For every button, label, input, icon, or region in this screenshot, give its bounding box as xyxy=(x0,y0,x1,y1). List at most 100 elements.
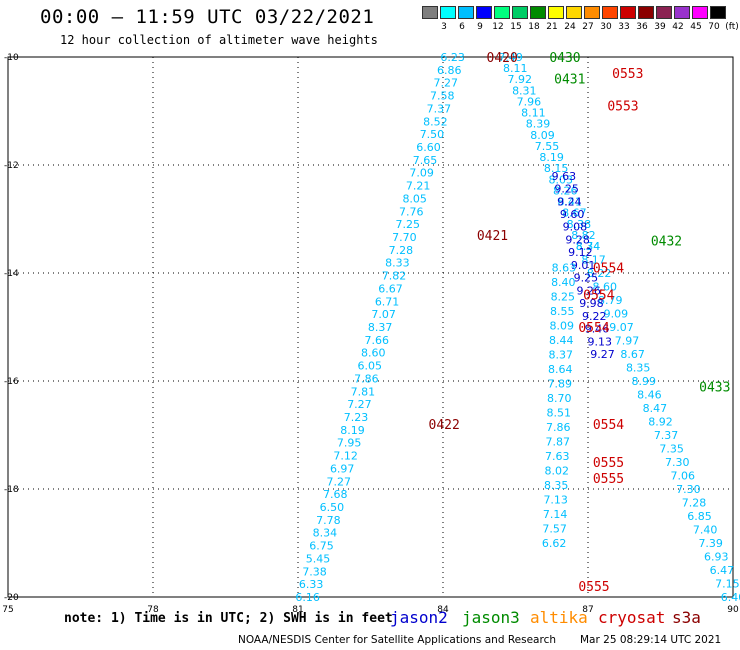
units-note: note: 1) Time is in UTC; 2) SWH is in fe… xyxy=(64,611,393,626)
pass-time-label: 0554 xyxy=(593,262,624,277)
x-tick-label: 78 xyxy=(147,605,159,615)
color-swatch xyxy=(548,6,564,19)
wave-height-value: 8.63 xyxy=(552,262,577,275)
pass-time-label: 0554 xyxy=(593,418,624,433)
color-swatch xyxy=(638,6,654,19)
wave-height-value: 8.19 xyxy=(539,151,564,164)
wave-height-value: 6.93 xyxy=(704,551,729,564)
wave-height-value: 7.63 xyxy=(545,450,570,463)
wave-height-value: 5.45 xyxy=(306,552,331,565)
wave-height-value: 7.97 xyxy=(615,335,640,348)
x-tick-label: 81 xyxy=(292,605,303,615)
color-swatch xyxy=(674,6,690,19)
color-scale-label: 70 xyxy=(708,22,720,32)
wave-height-value: 8.26 xyxy=(553,184,578,197)
wave-height-value: 7.14 xyxy=(543,508,568,521)
y-tick-label: -12 xyxy=(4,161,19,171)
wave-height-value: 6.85 xyxy=(687,510,712,523)
color-scale-label: 21 xyxy=(546,22,558,32)
wave-height-value: 8.79 xyxy=(598,294,623,307)
wave-height-value: 7.37 xyxy=(654,429,679,442)
wave-height-value: 9.09 xyxy=(604,308,629,321)
wave-height-value: 7.96 xyxy=(517,95,542,108)
color-swatch xyxy=(530,6,546,19)
wave-height-value: 8.17 xyxy=(581,254,606,267)
wave-height-value: 8.99 xyxy=(632,375,657,388)
color-scale-label: 3 xyxy=(441,22,447,32)
y-tick-label: -10 xyxy=(4,53,19,63)
color-swatch xyxy=(566,6,582,19)
x-tick-label: 84 xyxy=(437,605,449,615)
page-subtitle: 12 hour collection of altimeter wave hei… xyxy=(60,33,378,47)
wave-height-value: 6.67 xyxy=(378,282,403,295)
color-scale-label: 36 xyxy=(636,22,648,32)
wave-height-value: 7.92 xyxy=(508,73,533,86)
wave-height-value: 9.08 xyxy=(563,221,588,234)
wave-height-value: 9.63 xyxy=(552,170,577,183)
pass-time-label: 0554 xyxy=(583,289,614,304)
x-tick-label: 87 xyxy=(582,605,593,615)
wave-height-value: 8.60 xyxy=(592,281,617,294)
wave-height-value: 7.39 xyxy=(698,537,723,550)
wave-height-value: 8.51 xyxy=(546,407,571,420)
wave-height-value: 7.70 xyxy=(392,231,417,244)
wave-height-value: 7.95 xyxy=(337,437,362,450)
wave-height-value: 8.64 xyxy=(548,363,573,376)
wave-height-value: 9.98 xyxy=(579,297,604,310)
y-tick-label: -18 xyxy=(4,485,19,495)
color-scale-label: (ft) xyxy=(725,22,739,32)
wave-height-value: 8.37 xyxy=(549,349,574,362)
wave-height-value: 9.07 xyxy=(609,321,634,334)
wave-height-value: 6.23 xyxy=(440,51,465,64)
legend-altika: altika xyxy=(530,608,588,627)
legend-s3a: s3a xyxy=(672,608,701,627)
wave-height-value: 8.47 xyxy=(643,402,668,415)
wave-height-value: 7.76 xyxy=(399,205,424,218)
y-tick-label: -20 xyxy=(4,593,19,603)
color-scale-label: 39 xyxy=(654,22,666,32)
wave-height-value: 8.11 xyxy=(521,107,546,120)
wave-height-value: 8.38 xyxy=(567,218,592,231)
wave-height-value: 8.52 xyxy=(423,115,448,128)
wave-height-value: 8.09 xyxy=(530,129,555,142)
wave-height-value: 7.09 xyxy=(409,167,434,180)
wave-height-value: 6.75 xyxy=(309,540,334,553)
wave-height-value: 9.25 xyxy=(554,183,579,196)
color-scale-label: 9 xyxy=(477,22,483,32)
pass-time-label: 0422 xyxy=(429,418,460,433)
wave-height-value: 8.34 xyxy=(313,527,338,540)
wave-height-value: 7.07 xyxy=(371,308,396,321)
pass-time-label: 0421 xyxy=(477,229,508,244)
color-swatch xyxy=(656,6,672,19)
color-scale-label: 27 xyxy=(582,22,594,32)
wave-height-value: 9.25 xyxy=(574,272,599,285)
color-scale-label: 18 xyxy=(528,22,540,32)
wave-height-value: 8.82 xyxy=(571,229,596,242)
wave-height-value: 8.46 xyxy=(637,389,662,402)
color-scale-label: 30 xyxy=(600,22,612,32)
credit-text: NOAA/NESDIS Center for Satellite Applica… xyxy=(238,634,556,646)
color-scale-label: 45 xyxy=(690,22,702,32)
wave-height-value: 6.60 xyxy=(416,141,441,154)
wave-height-value: 7.55 xyxy=(535,140,560,153)
wave-height-value: 7.38 xyxy=(302,565,327,578)
wave-height-value: 8.41 xyxy=(558,196,583,209)
wave-height-value: 6.71 xyxy=(375,295,400,308)
color-scale-label: 15 xyxy=(510,22,522,32)
color-swatch xyxy=(512,6,528,19)
wave-height-value: 6.50 xyxy=(320,501,345,514)
wave-height-value: 8.44 xyxy=(549,334,574,347)
wave-height-value: 7.37 xyxy=(427,102,452,115)
wave-height-value: 7.15 xyxy=(715,578,740,591)
wave-height-value: 8.35 xyxy=(626,362,651,375)
wave-height-value: 7.65 xyxy=(413,154,438,167)
wave-height-value: 8.40 xyxy=(551,276,576,289)
wave-height-value: 8.92 xyxy=(648,416,673,429)
color-swatch xyxy=(602,6,618,19)
legend-cryosat: cryosat xyxy=(598,608,666,627)
pass-time-label: 0432 xyxy=(651,235,682,250)
wave-height-value: 6.16 xyxy=(295,591,320,604)
y-tick-label: -14 xyxy=(4,269,19,279)
color-swatch xyxy=(440,6,456,19)
color-swatch xyxy=(476,6,492,19)
